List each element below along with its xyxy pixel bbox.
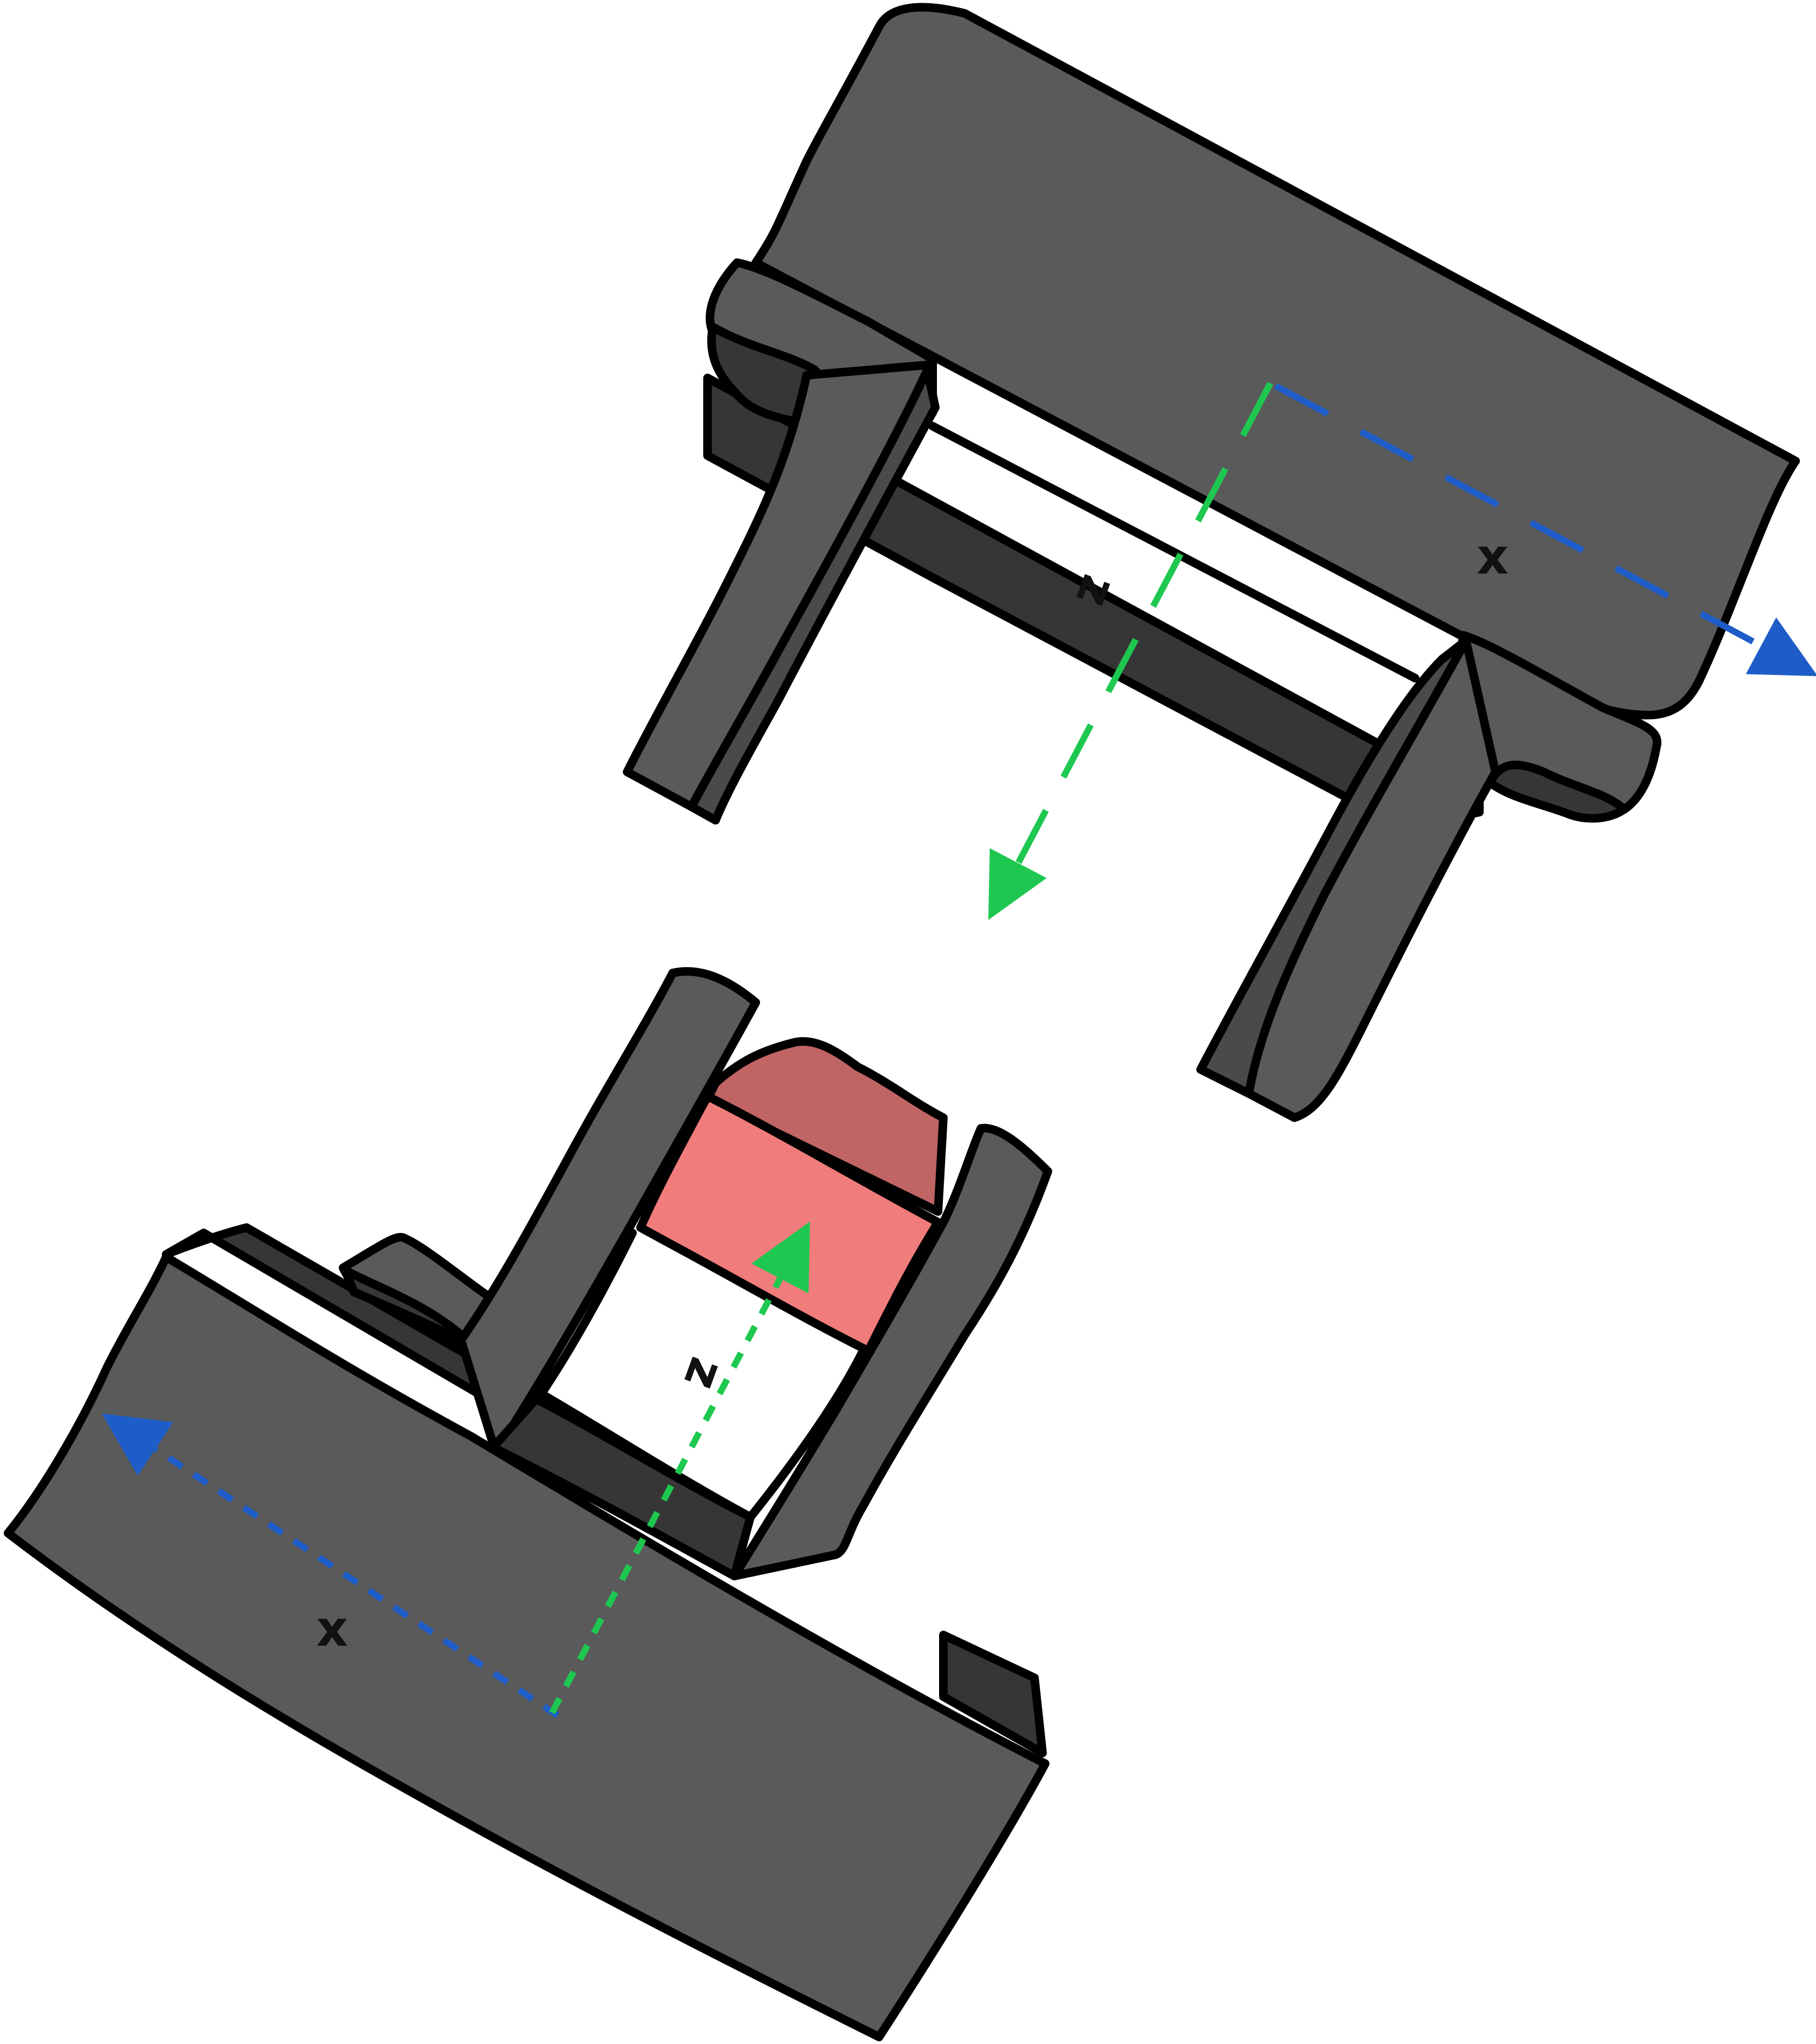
upper-fixture — [623, 3, 1800, 1122]
lower-fixture-left-pillar — [457, 967, 760, 1457]
upper-fixture-left-leg-edge — [687, 366, 940, 824]
lower-z-axis — [549, 1221, 810, 1714]
lower-axes — [101, 1221, 810, 1719]
lower-fixture-right-pillar — [730, 1124, 1052, 1580]
upper-x-axis — [1274, 383, 1816, 677]
lower-fixture-base-slab — [4, 1253, 1050, 2041]
lower-x-label: x — [316, 1600, 348, 1658]
upper-axes — [988, 382, 1816, 920]
lower-workpiece-top — [703, 1037, 948, 1216]
upper-fixture-right-wing-shadow — [1486, 760, 1628, 823]
lower-fixture — [4, 967, 1052, 2041]
upper-fixture-inner-edge — [928, 422, 1419, 682]
upper-fixture-top-slab — [751, 3, 1800, 720]
lower-z-label: z — [673, 1350, 736, 1397]
upper-x-label: x — [1477, 528, 1508, 585]
lower-fixture-floor-shadow — [489, 1395, 755, 1580]
upper-fixture-right-leg-edge — [1196, 636, 1470, 1098]
upper-z-axis — [988, 382, 1274, 920]
lower-fixture-back-shadow-right — [939, 1631, 1047, 1757]
